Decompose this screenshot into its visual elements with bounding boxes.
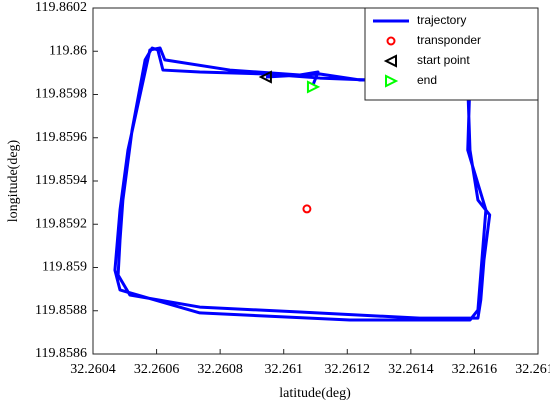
y-tick-label: 119.8586 xyxy=(35,346,87,361)
x-tick-label: 32.2614 xyxy=(388,362,434,377)
trajectory-line xyxy=(113,46,492,322)
x-tick-label: 32.2608 xyxy=(197,362,243,377)
point xyxy=(383,54,397,68)
y-tick-label: 119.8596 xyxy=(35,130,87,145)
x-tick-label: 32.2618 xyxy=(515,362,550,377)
y-axis-label: longitude(deg) xyxy=(6,139,21,222)
x-tick-label: 32.261 xyxy=(264,362,303,377)
y-tick-label: 119.8592 xyxy=(35,216,87,231)
x-tick-label: 32.2616 xyxy=(452,362,498,377)
point xyxy=(385,74,399,88)
legend-label: start point xyxy=(417,53,470,67)
y-tick-label: 119.86 xyxy=(49,43,87,58)
x-tick-label: 32.2612 xyxy=(325,362,371,377)
x-tick-label: 32.2606 xyxy=(134,362,180,377)
y-tick-label: 119.859 xyxy=(42,260,87,275)
point xyxy=(386,36,396,46)
y-tick-label: 119.8594 xyxy=(35,173,87,188)
y-tick-label: 119.8602 xyxy=(35,0,87,15)
legend-label: transponder xyxy=(417,33,481,47)
legend-label: trajectory xyxy=(417,13,466,27)
y-tick-label: 119.8598 xyxy=(35,87,87,102)
x-axis-label: latitude(deg) xyxy=(279,386,351,401)
legend-box xyxy=(364,7,539,101)
y-tick-label: 119.8588 xyxy=(35,303,87,318)
point xyxy=(302,204,312,214)
point xyxy=(306,80,321,94)
x-tick-label: 32.2604 xyxy=(70,362,116,377)
point xyxy=(258,70,272,84)
legend-label: end xyxy=(417,73,437,87)
